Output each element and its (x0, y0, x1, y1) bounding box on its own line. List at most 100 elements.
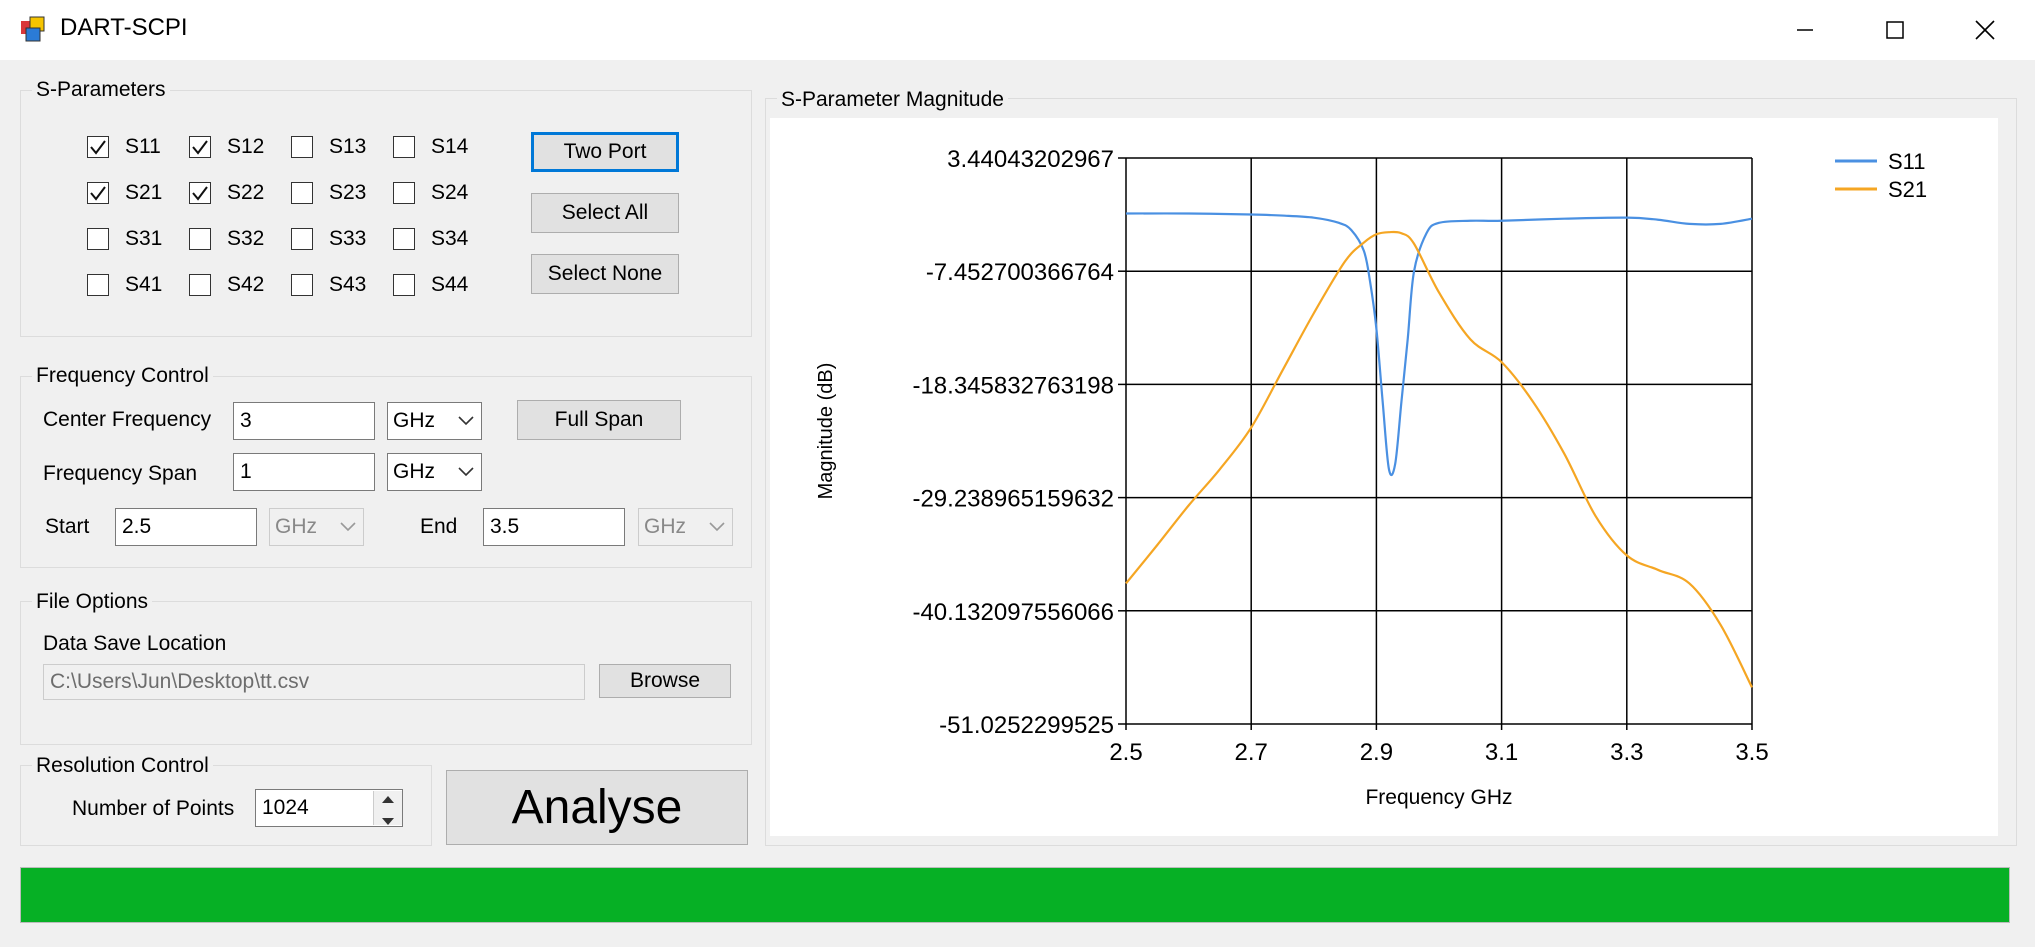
start-input[interactable]: 2.5 (115, 508, 257, 546)
select-none-button[interactable]: Select None (531, 254, 679, 294)
start-label: Start (45, 515, 90, 538)
points-value: 1024 (262, 796, 309, 819)
checkbox-s21[interactable] (87, 182, 109, 204)
span-unit-value: GHz (393, 460, 435, 483)
checkbox-label-s21: S21 (125, 181, 163, 204)
checkbox-label-s34: S34 (431, 227, 469, 250)
analyse-button[interactable]: Analyse (446, 770, 748, 845)
progress-fill (21, 868, 2009, 922)
checkbox-s32[interactable] (189, 228, 211, 250)
browse-button[interactable]: Browse (599, 664, 731, 698)
checkbox-s14[interactable] (393, 136, 415, 158)
file-group (20, 601, 752, 745)
checkmark-icon (90, 186, 106, 201)
checkbox-s43[interactable] (291, 274, 313, 296)
x-tick-label: 3.3 (1610, 739, 1643, 766)
resolution-group-title: Resolution Control (32, 754, 213, 778)
checkbox-s41[interactable] (87, 274, 109, 296)
checkbox-label-s23: S23 (329, 181, 367, 204)
center-unit-select[interactable]: GHz (387, 402, 482, 440)
checkmark-icon (192, 140, 208, 155)
checkbox-s34[interactable] (393, 228, 415, 250)
checkbox-label-s44: S44 (431, 273, 469, 296)
line-chart: 2.5 2.7 2.9 3.1 3.3 3.5 3.44043202967 -7.452700… (815, 146, 1927, 809)
window-title: DART-SCPI (60, 14, 188, 41)
minimize-button[interactable] (1760, 0, 1850, 60)
chevron-down-icon (458, 467, 474, 477)
x-tick-label: 2.5 (1109, 739, 1142, 766)
sparams-group-title: S-Parameters (32, 78, 170, 102)
checkbox-label-s14: S14 (431, 135, 469, 158)
center-frequency-input[interactable]: 3 (233, 402, 375, 440)
maximize-button[interactable] (1850, 0, 1940, 60)
save-location-label: Data Save Location (43, 632, 227, 655)
frequency-group-title: Frequency Control (32, 364, 213, 388)
chart-area: 2.5 2.7 2.9 3.1 3.3 3.5 3.44043202967 -7.452700… (770, 118, 1998, 836)
y-tick-label: -18.345832763198 (912, 372, 1114, 399)
checkmark-icon (192, 186, 208, 201)
start-unit-value: GHz (275, 515, 317, 538)
x-tick-label: 3.5 (1735, 739, 1768, 766)
checkbox-s13[interactable] (291, 136, 313, 158)
legend-label-s11: S11 (1888, 149, 1926, 174)
span-unit-select[interactable]: GHz (387, 453, 482, 491)
chevron-down-icon (458, 416, 474, 426)
stepper-down-icon[interactable] (374, 813, 402, 830)
checkbox-s42[interactable] (189, 274, 211, 296)
full-span-button[interactable]: Full Span (517, 400, 681, 440)
checkbox-label-s32: S32 (227, 227, 265, 250)
checkbox-s11[interactable] (87, 136, 109, 158)
checkbox-label-s41: S41 (125, 273, 163, 296)
y-tick-label: 3.44043202967 (947, 146, 1114, 173)
chart-group-title: S-Parameter Magnitude (777, 88, 1008, 112)
checkbox-label-s42: S42 (227, 273, 265, 296)
checkbox-s22[interactable] (189, 182, 211, 204)
frequency-span-input[interactable]: 1 (233, 453, 375, 491)
x-tick-label: 3.1 (1485, 739, 1518, 766)
end-unit-select: GHz (638, 508, 733, 546)
select-all-button[interactable]: Select All (531, 193, 679, 233)
checkbox-s23[interactable] (291, 182, 313, 204)
checkbox-label-s31: S31 (125, 227, 163, 250)
checkbox-label-s11: S11 (125, 135, 161, 158)
series-line-s21 (1125, 230, 1753, 688)
close-button[interactable] (1940, 0, 2030, 60)
y-tick-label: -51.0252299525 (939, 712, 1114, 739)
y-tick-label: -40.132097556066 (912, 599, 1114, 626)
center-unit-value: GHz (393, 409, 435, 432)
checkbox-label-s24: S24 (431, 181, 469, 204)
end-unit-value: GHz (644, 515, 686, 538)
checkbox-label-s33: S33 (329, 227, 367, 250)
frequency-group (20, 376, 752, 568)
checkbox-label-s43: S43 (329, 273, 367, 296)
y-tick-label: -29.238965159632 (912, 486, 1114, 513)
center-frequency-label: Center Frequency (43, 408, 212, 431)
end-label: End (420, 515, 458, 538)
legend-label-s21: S21 (1888, 177, 1927, 202)
file-group-title: File Options (32, 590, 153, 614)
resolution-group (20, 765, 432, 846)
sparams-group (20, 90, 752, 337)
checkbox-s44[interactable] (393, 274, 415, 296)
save-location-input: C:\Users\Jun\Desktop\tt.csv (43, 664, 585, 700)
checkmark-icon (90, 140, 106, 155)
checkbox-s33[interactable] (291, 228, 313, 250)
x-tick-label: 2.9 (1360, 739, 1393, 766)
chevron-down-icon (709, 522, 725, 532)
app-icon (21, 16, 45, 42)
close-icon (1975, 20, 1995, 40)
stepper-up-icon[interactable] (374, 791, 402, 808)
series-line-s11 (1125, 212, 1753, 477)
minimize-icon (1797, 29, 1813, 31)
points-label: Number of Points (72, 797, 235, 820)
end-input[interactable]: 3.5 (483, 508, 625, 546)
frequency-span-label: Frequency Span (43, 462, 198, 485)
two-port-button[interactable]: Two Port (531, 132, 679, 172)
checkbox-s12[interactable] (189, 136, 211, 158)
checkbox-s24[interactable] (393, 182, 415, 204)
checkbox-s31[interactable] (87, 228, 109, 250)
chevron-down-icon (340, 522, 356, 532)
points-stepper[interactable] (373, 791, 402, 825)
y-tick-label: -7.452700366764 (926, 259, 1114, 286)
chart-group (765, 98, 2017, 846)
